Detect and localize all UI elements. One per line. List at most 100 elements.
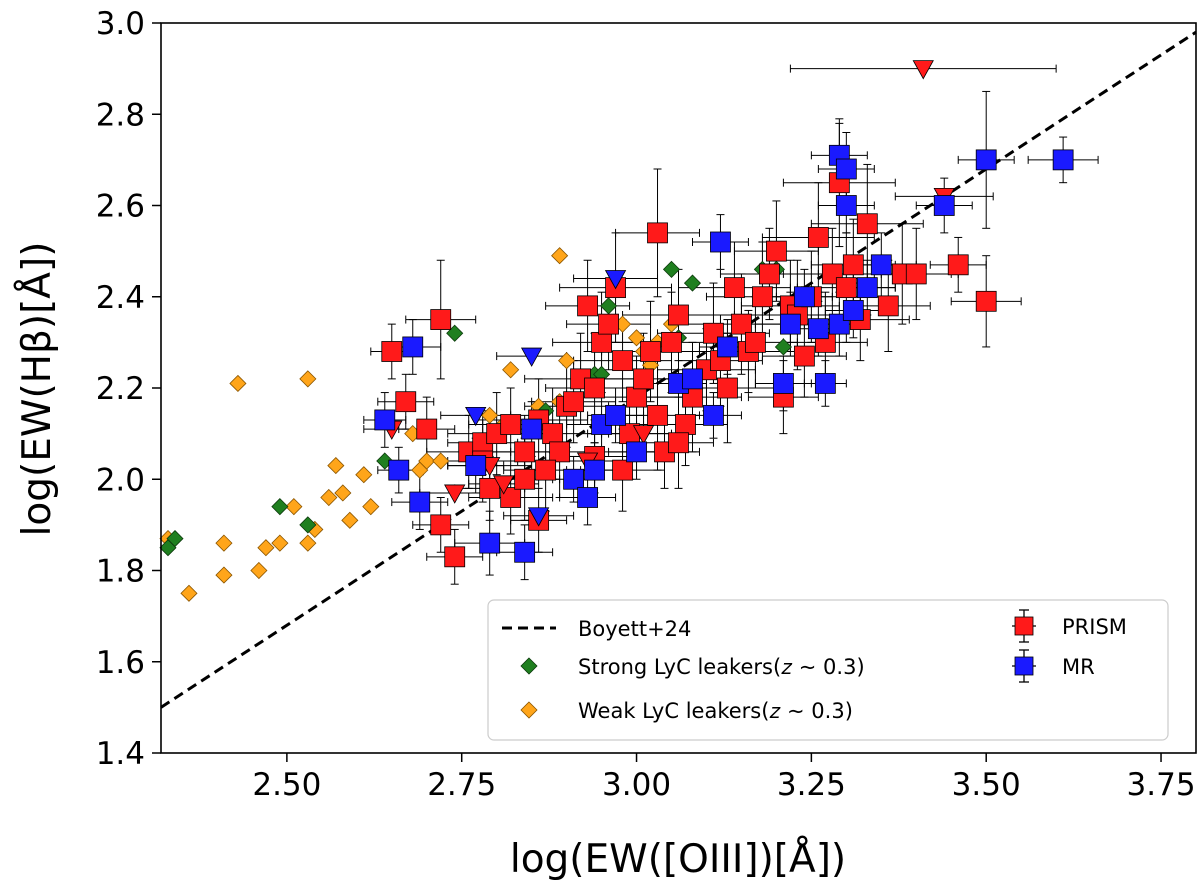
legend-strong-marker (520, 657, 538, 675)
x-tick-label: 3.75 (1127, 767, 1196, 803)
weak-leaker-point (502, 361, 520, 379)
prism-point (724, 277, 745, 299)
mr-point (402, 336, 424, 358)
prism-point (430, 309, 452, 330)
prism-point (717, 377, 738, 399)
prism-point (633, 368, 654, 390)
mr-point (842, 300, 864, 321)
prism-point (877, 295, 899, 317)
y-tick-label: 2.0 (96, 462, 145, 498)
tick-layer: 2.50 2.75 3.00 3.25 3.50 3.75 1.4 1.6 1.8 2.0 2.2 2… (96, 6, 1196, 803)
prism-point (430, 514, 452, 536)
prism-point (766, 240, 787, 262)
prism-point (640, 341, 661, 362)
x-axis-title: log(EW([OIII])[Å]) (510, 835, 846, 882)
weak-leaker-point (334, 484, 352, 502)
prism-point (759, 263, 780, 285)
weak-leaker-point (327, 456, 345, 475)
legend-weak-marker (520, 701, 538, 719)
prism-point (731, 313, 752, 335)
x-tick-label: 3.00 (602, 767, 671, 803)
mr-upper-limit-point (527, 507, 550, 527)
legend-weak-label: Weak LyC leakers(𝑧 ∼ 0.3) (578, 699, 853, 723)
weak-leaker-point (362, 498, 380, 516)
prism-point (514, 468, 536, 490)
weak-leaker-point (558, 352, 576, 370)
y-tick-label: 2.4 (96, 280, 145, 316)
prism-point (535, 459, 557, 481)
prism-point (549, 441, 571, 463)
weak-leaker-point (285, 498, 303, 516)
y-axis-title: log(EW(Hβ)[Å]) (13, 242, 60, 537)
mr-point (605, 404, 626, 426)
prism-point (444, 546, 466, 568)
prism-point (395, 391, 417, 413)
weak-leaker-point (355, 466, 373, 484)
weak-leaker-point (250, 561, 268, 580)
mr-point (682, 368, 703, 390)
strong-leaker-point (299, 516, 317, 534)
prism-point (752, 286, 773, 308)
weak-leaker-point (271, 534, 289, 552)
prism-point (584, 377, 605, 399)
mr-point (814, 373, 836, 394)
prism-upper-limit-point (492, 475, 515, 495)
weak-leaker-point (299, 370, 317, 388)
mr-point (975, 149, 997, 171)
prism-point (745, 331, 766, 353)
prism-point (500, 414, 522, 435)
strong-leaker-point (774, 338, 792, 356)
prism-point (514, 441, 536, 463)
mr-upper-limit-point (520, 347, 543, 367)
prism-point (612, 350, 633, 372)
mr-point (793, 286, 815, 308)
strong-leaker-point (271, 498, 289, 516)
prism-point (675, 414, 696, 435)
weak-leaker-point (299, 534, 317, 552)
prism-point (842, 254, 864, 276)
legend-mr-label: MR (1062, 655, 1095, 679)
weak-leaker-point (180, 584, 198, 602)
weak-leaker-point (432, 452, 450, 470)
weak-leaker-point (215, 534, 233, 552)
weak-leaker-point (418, 452, 436, 470)
legend: Boyett+24 Strong LyC leakers(𝑧 ∼ 0.3) We… (487, 599, 1169, 741)
prism-point (591, 331, 612, 353)
legend-strong-label: Strong LyC leakers(𝑧 ∼ 0.3) (578, 655, 865, 679)
mr-point (388, 459, 410, 481)
mr-point (626, 441, 647, 463)
mr-point (577, 487, 598, 508)
weak-leaker-point (229, 374, 247, 393)
prism-point (905, 263, 927, 285)
mr-point (521, 418, 543, 440)
x-tick-label: 3.50 (952, 767, 1021, 803)
y-tick-label: 1.8 (96, 554, 145, 590)
prism-point (856, 213, 878, 235)
strong-leaker-point (683, 274, 702, 292)
legend-prism-marker (1012, 609, 1036, 643)
mr-point (779, 313, 801, 335)
prism-point (975, 290, 997, 312)
mr-point (772, 373, 794, 394)
prism-upper-limit-point (444, 484, 466, 504)
prism-point (661, 331, 682, 353)
prism-point (668, 304, 689, 326)
mr-point (870, 254, 892, 276)
prism-point (807, 227, 829, 248)
legend-prism-label: PRISM (1062, 615, 1127, 639)
prism-point (835, 277, 857, 299)
prism-point (947, 254, 969, 276)
mr-point (835, 158, 857, 180)
y-tick-label: 1.6 (96, 645, 145, 681)
mr-point (479, 532, 501, 554)
mr-point (856, 277, 878, 299)
mr-series (374, 144, 1074, 563)
x-tick-label: 3.25 (777, 767, 846, 803)
prism-point (647, 404, 668, 426)
legend-box (487, 599, 1169, 741)
prism-point (668, 432, 689, 454)
prism-point (793, 345, 815, 367)
prism-point (479, 477, 501, 499)
mr-point (563, 468, 585, 490)
